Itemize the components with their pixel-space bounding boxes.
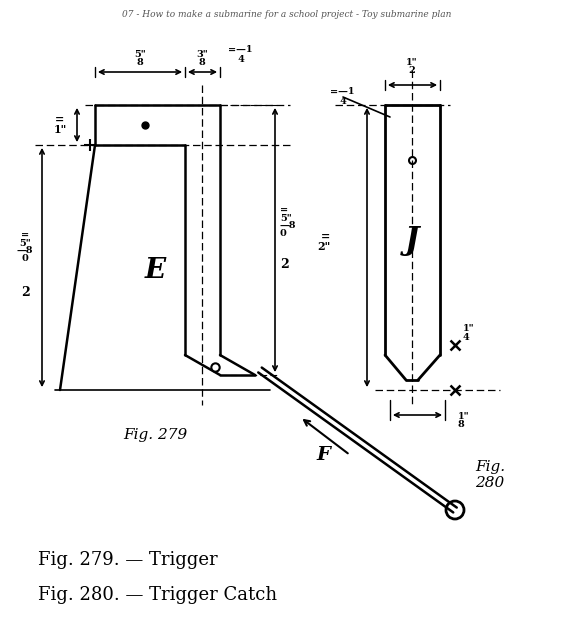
Text: 1"
2: 1" 2 <box>406 58 418 75</box>
Text: =—1
   4: =—1 4 <box>228 45 252 64</box>
Text: =
1": = 1" <box>53 115 67 135</box>
Text: F: F <box>316 446 330 464</box>
Text: Fig. 279. — Trigger: Fig. 279. — Trigger <box>38 551 217 569</box>
Text: 5"
8: 5" 8 <box>134 50 146 67</box>
Text: 07 - How to make a submarine for a school project - Toy submarine plan: 07 - How to make a submarine for a schoo… <box>122 10 452 19</box>
Text: 1"
4: 1" 4 <box>463 324 474 342</box>
Text: Fig. 280. — Trigger Catch: Fig. 280. — Trigger Catch <box>38 586 277 604</box>
Text: 3"
8: 3" 8 <box>196 50 208 67</box>
Text: E: E <box>144 257 166 284</box>
Text: 2: 2 <box>21 285 29 298</box>
Text: 1"
8: 1" 8 <box>458 412 470 429</box>
Text: Fig.
280: Fig. 280 <box>475 460 505 490</box>
Text: Fig. 279: Fig. 279 <box>123 428 187 442</box>
Text: 2: 2 <box>280 259 289 271</box>
Text: =—1
   4: =—1 4 <box>330 87 355 106</box>
Text: J: J <box>405 225 419 255</box>
Text: =
2": = 2" <box>317 232 330 252</box>
Text: =
5"
—8
0: = 5" —8 0 <box>280 205 297 239</box>
Text: =
5"
—8
0: = 5" —8 0 <box>17 230 33 264</box>
